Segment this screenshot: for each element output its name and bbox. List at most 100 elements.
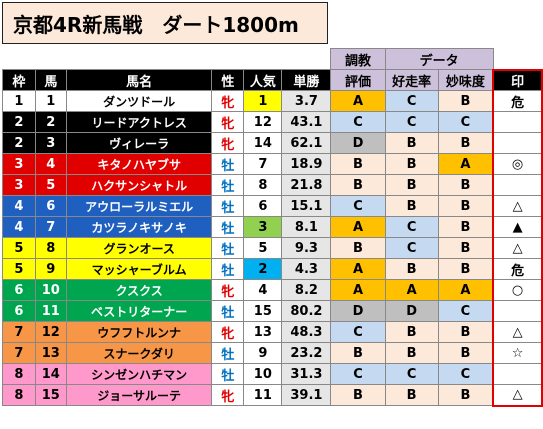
mark-cell: [492, 174, 543, 196]
win-rate-cell: A: [384, 279, 439, 301]
mark-cell: ○: [492, 279, 543, 301]
popularity-cell: 14: [243, 132, 283, 154]
popularity-cell: 5: [243, 237, 283, 259]
col-header-name: 馬名: [65, 69, 213, 91]
frame-number-cell: 5: [2, 237, 36, 259]
popularity-cell: 1: [243, 90, 283, 112]
odds-cell: 39.1: [281, 384, 332, 406]
frame-number-cell: 5: [2, 258, 36, 280]
win-rate-cell: B: [384, 153, 439, 175]
win-rate-cell: C: [384, 111, 439, 133]
value-cell: C: [437, 363, 494, 385]
table-row: 1 1 ダンツドール牝 1 3.7 A C B 危: [2, 90, 543, 112]
win-rate-cell: C: [384, 237, 439, 259]
training-eval-cell: D: [330, 300, 386, 322]
training-eval-cell: A: [330, 279, 386, 301]
mark-cell: △: [492, 384, 543, 407]
odds-cell: 80.2: [281, 300, 332, 322]
table-row: 3 5 ハクサンシャトル牡 8 21.8 B B B: [2, 174, 543, 196]
win-rate-cell: D: [384, 300, 439, 322]
win-rate-cell: C: [384, 216, 439, 238]
horse-number-cell: 8: [34, 237, 67, 259]
mark-cell: ☆: [492, 342, 543, 364]
horse-name-cell: クスクス: [65, 279, 213, 301]
horse-number-cell: 11: [34, 300, 67, 322]
value-cell: B: [437, 195, 494, 217]
col-header-win-rate: 好走率: [384, 69, 439, 91]
sex-cell: 牡: [211, 237, 245, 259]
horse-name-cell: リードアクトレス: [65, 111, 213, 133]
horse-name-cell: カツラノキサノキ: [65, 216, 213, 238]
horse-name-cell: キタノハヤブサ: [65, 153, 213, 175]
sex-cell: 牝: [211, 132, 245, 154]
value-cell: B: [437, 90, 494, 112]
mark-cell: △: [492, 195, 543, 217]
value-cell: A: [437, 279, 494, 301]
training-eval-cell: A: [330, 216, 386, 238]
frame-number-cell: 3: [2, 153, 36, 175]
popularity-cell: 9: [243, 342, 283, 364]
horse-number-cell: 4: [34, 153, 67, 175]
sex-cell: 牡: [211, 300, 245, 322]
horse-number-cell: 9: [34, 258, 67, 280]
mark-cell: [492, 132, 543, 154]
value-cell: B: [437, 216, 494, 238]
horse-name-cell: ベストリターナー: [65, 300, 213, 322]
win-rate-cell: C: [384, 90, 439, 112]
table-row: 8 15 ジョーサルーテ牝 11 39.1 B B B △: [2, 384, 543, 407]
col-header-popularity: 人気: [243, 69, 283, 91]
sex-cell: 牝: [211, 321, 245, 343]
mark-cell: △: [492, 237, 543, 259]
sex-cell: 牝: [211, 90, 245, 112]
table-row: 4 6 アウローラルミエル牡 6 15.1 C B B △: [2, 195, 543, 217]
frame-number-cell: 7: [2, 321, 36, 343]
table-row: 5 9 マッシャーブルム牡 2 4.3 A B B 危: [2, 258, 543, 280]
frame-number-cell: 6: [2, 279, 36, 301]
mark-cell: 危: [492, 90, 543, 112]
col-header-odds: 単勝: [281, 69, 332, 91]
win-rate-cell: B: [384, 132, 439, 154]
popularity-cell: 11: [243, 384, 283, 406]
training-eval-cell: C: [330, 321, 386, 343]
horse-number-cell: 14: [34, 363, 67, 385]
mark-cell: △: [492, 321, 543, 343]
horse-number-cell: 2: [34, 111, 67, 133]
training-group-header: 調教: [330, 48, 386, 70]
col-header-waku: 枠: [2, 69, 36, 91]
frame-number-cell: 8: [2, 384, 36, 406]
value-cell: B: [437, 342, 494, 364]
table-row: 7 12 ウフフトルンナ牝 13 48.3 C B B △: [2, 321, 543, 343]
training-eval-cell: B: [330, 237, 386, 259]
table-row: 3 4 キタノハヤブサ牡 7 18.9 B B A ◎: [2, 153, 543, 175]
win-rate-cell: B: [384, 258, 439, 280]
table-row: 2 2 リードアクトレス牝 12 43.1 C C C: [2, 111, 543, 133]
table-row: 2 3 ヴィレーラ牝 14 62.1 D B B: [2, 132, 543, 154]
sex-cell: 牡: [211, 174, 245, 196]
training-eval-cell: B: [330, 174, 386, 196]
frame-number-cell: 1: [2, 90, 36, 112]
sex-cell: 牝: [211, 111, 245, 133]
page-title: 京都4R新馬戦 ダート1800m: [2, 2, 328, 44]
training-eval-cell: C: [330, 111, 386, 133]
col-header-value: 妙味度: [437, 69, 494, 91]
horse-name-cell: ハクサンシャトル: [65, 174, 213, 196]
horse-name-cell: スナークダリ: [65, 342, 213, 364]
value-cell: B: [437, 258, 494, 280]
mark-cell: [492, 300, 543, 322]
training-eval-cell: C: [330, 195, 386, 217]
training-eval-cell: B: [330, 384, 386, 406]
popularity-cell: 13: [243, 321, 283, 343]
sex-cell: 牡: [211, 258, 245, 280]
table-row: 5 8 グランオース牡 5 9.3 B C B △: [2, 237, 543, 259]
sex-cell: 牡: [211, 153, 245, 175]
frame-number-cell: 7: [2, 342, 36, 364]
odds-cell: 43.1: [281, 111, 332, 133]
col-header-mark: 印: [492, 68, 543, 91]
popularity-cell: 3: [243, 216, 283, 238]
horse-name-cell: マッシャーブルム: [65, 258, 213, 280]
sex-cell: 牡: [211, 216, 245, 238]
popularity-cell: 10: [243, 363, 283, 385]
odds-cell: 15.1: [281, 195, 332, 217]
win-rate-cell: B: [384, 342, 439, 364]
horse-name-cell: ヴィレーラ: [65, 132, 213, 154]
